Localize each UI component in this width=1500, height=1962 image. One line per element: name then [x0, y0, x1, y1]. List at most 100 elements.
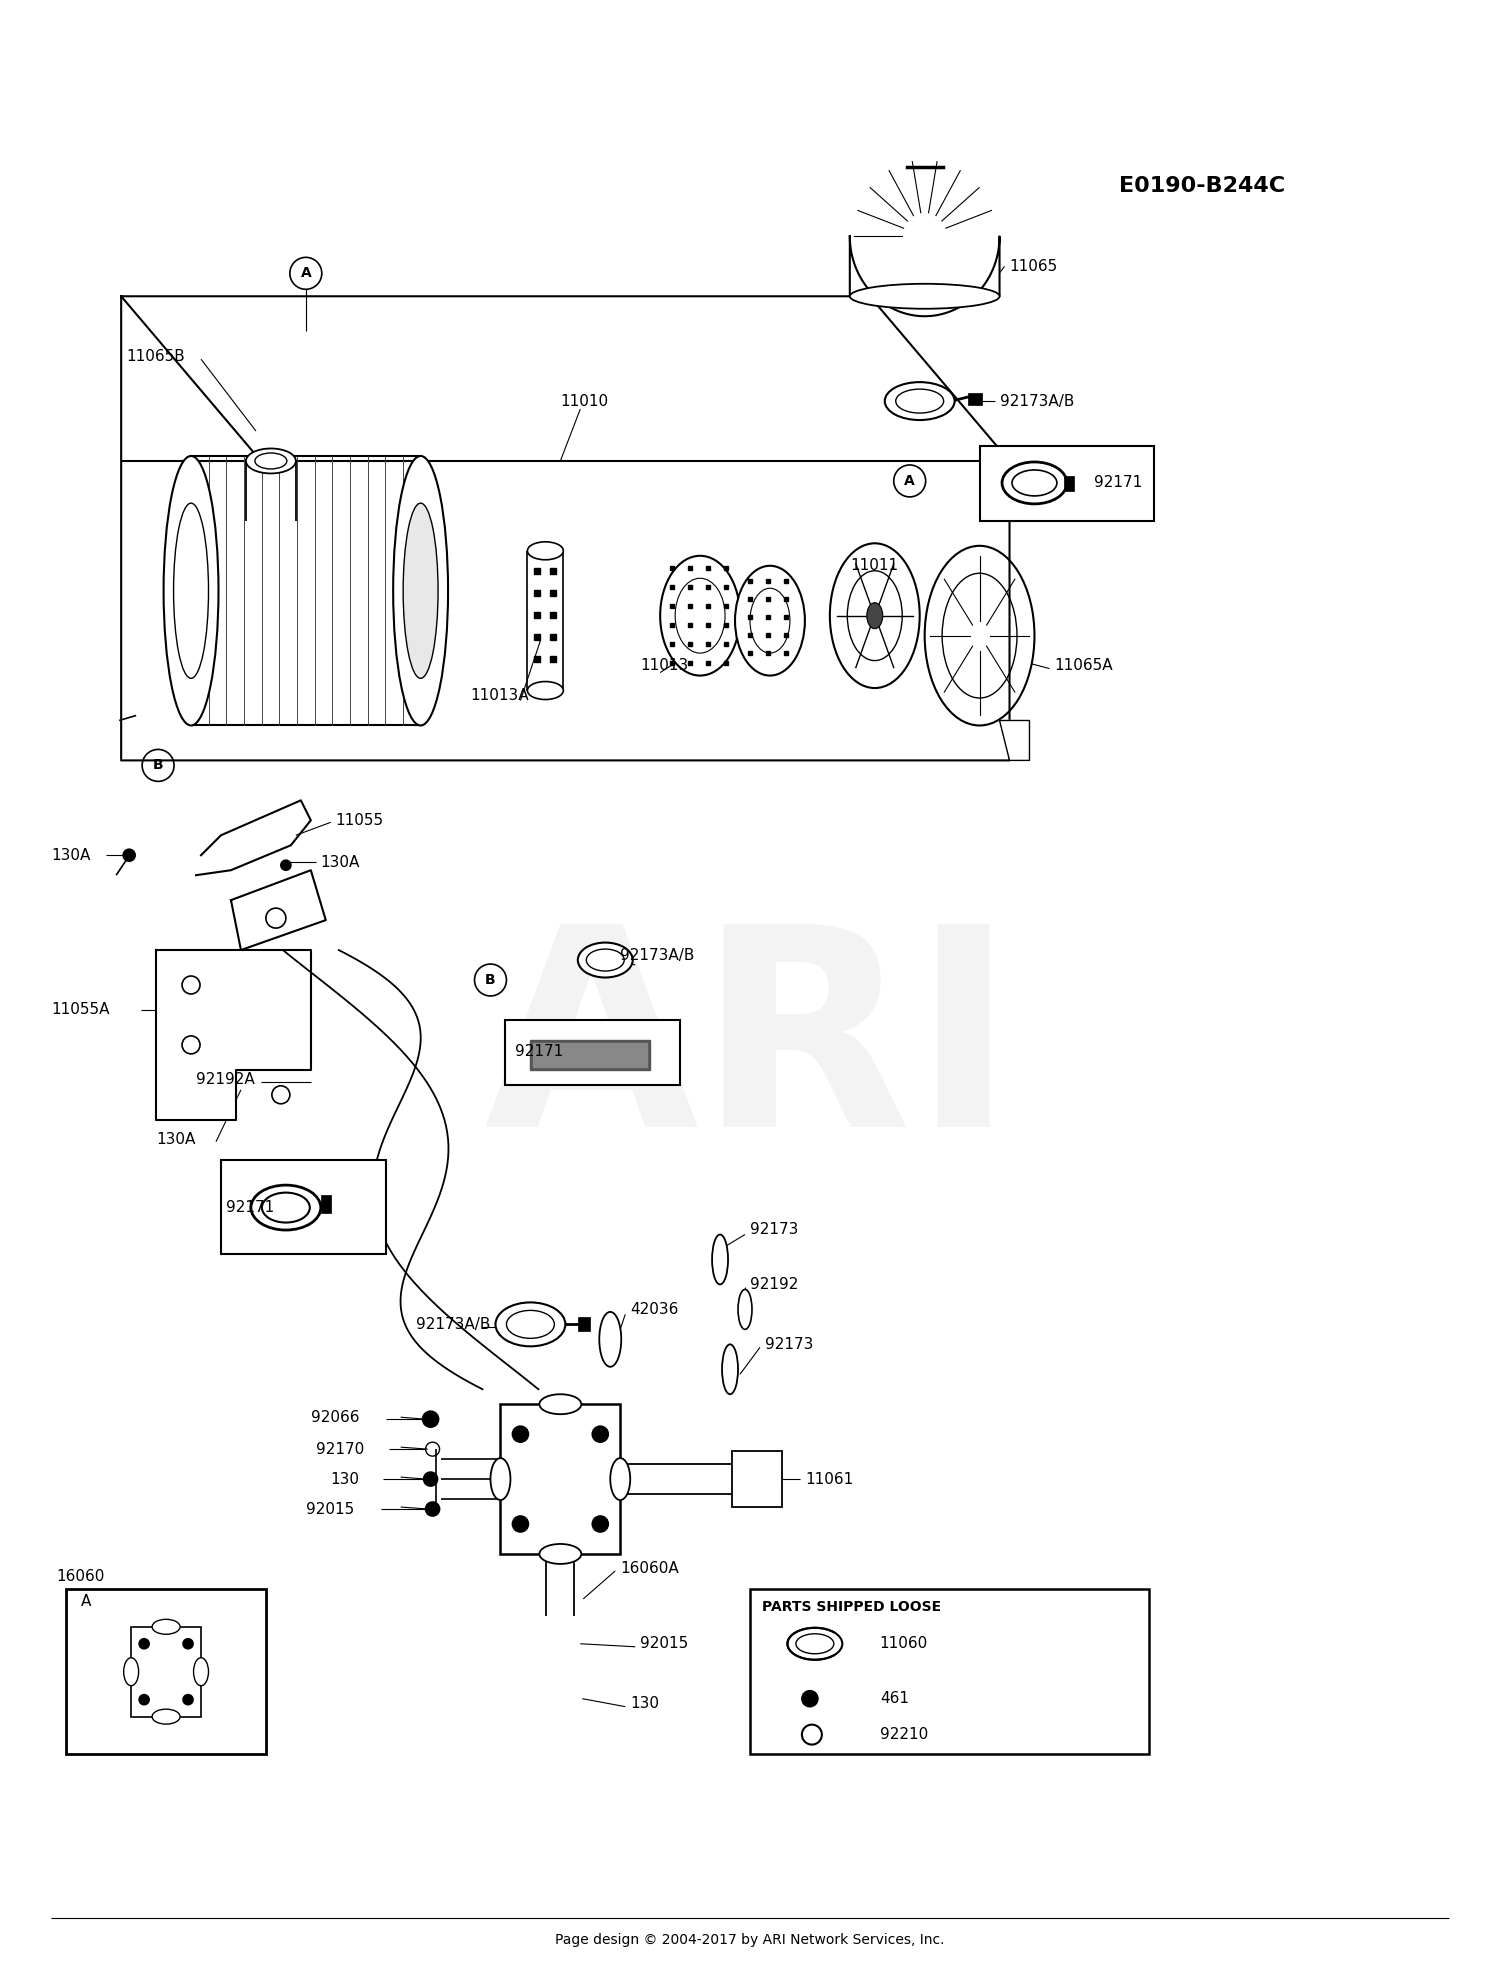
Bar [1065, 477, 1074, 490]
Ellipse shape [540, 1544, 582, 1564]
Text: 11055: 11055 [336, 812, 384, 828]
Ellipse shape [924, 545, 1035, 726]
Circle shape [140, 1638, 148, 1648]
Polygon shape [231, 871, 326, 950]
Ellipse shape [610, 1458, 630, 1501]
Text: 11065: 11065 [1010, 259, 1058, 275]
Circle shape [123, 850, 135, 861]
Text: 92173A/B: 92173A/B [416, 1317, 491, 1332]
Ellipse shape [164, 455, 219, 726]
Ellipse shape [152, 1709, 180, 1725]
Polygon shape [156, 950, 310, 1120]
Circle shape [183, 1695, 194, 1705]
Text: 130A: 130A [51, 848, 90, 863]
Ellipse shape [896, 388, 944, 414]
Text: 92015: 92015 [640, 1636, 688, 1652]
Text: 92170: 92170 [316, 1442, 364, 1456]
Ellipse shape [660, 555, 740, 675]
Text: 92192A: 92192A [196, 1073, 255, 1087]
Circle shape [802, 1691, 818, 1707]
Text: 11061: 11061 [806, 1472, 853, 1487]
Circle shape [140, 1695, 148, 1705]
Bar [130, 1626, 201, 1717]
Circle shape [280, 859, 291, 871]
Ellipse shape [393, 455, 448, 726]
Text: 11065A: 11065A [1054, 657, 1113, 673]
Ellipse shape [528, 681, 564, 700]
Polygon shape [999, 720, 1029, 761]
Text: 11013A: 11013A [471, 689, 530, 702]
Bar [506, 1020, 680, 1085]
Text: A: A [300, 267, 310, 281]
Bar [579, 1317, 591, 1332]
Text: 92066: 92066 [310, 1409, 360, 1424]
Ellipse shape [712, 1234, 728, 1285]
Circle shape [183, 1638, 194, 1648]
Text: 92173A/B: 92173A/B [620, 948, 695, 963]
Ellipse shape [152, 1619, 180, 1634]
Bar [501, 1405, 620, 1554]
Text: 16060: 16060 [57, 1570, 105, 1585]
Circle shape [513, 1517, 528, 1532]
Ellipse shape [528, 542, 564, 559]
Text: 92015: 92015 [306, 1501, 354, 1517]
Circle shape [592, 1517, 609, 1532]
Text: 11010: 11010 [561, 394, 609, 408]
Bar [750, 1589, 1149, 1754]
Text: 92171: 92171 [226, 1201, 274, 1214]
Text: 130: 130 [630, 1697, 658, 1711]
Ellipse shape [850, 284, 999, 308]
Ellipse shape [796, 1634, 834, 1654]
Polygon shape [534, 1044, 646, 1067]
Bar [321, 1195, 332, 1213]
Text: 461: 461 [880, 1691, 909, 1707]
Text: 11011: 11011 [850, 559, 898, 573]
Text: E0190-B244C: E0190-B244C [1119, 177, 1286, 196]
Text: 92192: 92192 [750, 1277, 798, 1291]
Ellipse shape [490, 1458, 510, 1501]
Ellipse shape [507, 1311, 555, 1338]
Text: B: B [153, 759, 164, 773]
Polygon shape [531, 1040, 650, 1069]
Ellipse shape [885, 383, 954, 420]
Text: ARI: ARI [484, 914, 1016, 1185]
Ellipse shape [495, 1303, 566, 1346]
Bar [220, 1160, 386, 1254]
Text: 11060: 11060 [880, 1636, 928, 1652]
Text: Page design © 2004-2017 by ARI Network Services, Inc.: Page design © 2004-2017 by ARI Network S… [555, 1933, 945, 1946]
Polygon shape [284, 950, 538, 1389]
Bar [66, 1589, 266, 1754]
Text: 92173: 92173 [750, 1222, 798, 1236]
Text: 92171: 92171 [1095, 475, 1143, 490]
Ellipse shape [586, 950, 624, 971]
Ellipse shape [404, 502, 438, 679]
Ellipse shape [246, 449, 296, 473]
Text: 11013: 11013 [640, 657, 688, 673]
Text: 92173A/B: 92173A/B [999, 394, 1074, 408]
Text: A: A [904, 475, 915, 489]
Ellipse shape [1013, 471, 1058, 496]
Text: 92210: 92210 [880, 1727, 928, 1742]
Bar [968, 392, 981, 404]
Ellipse shape [867, 602, 883, 628]
Ellipse shape [540, 1395, 582, 1415]
Polygon shape [122, 296, 1010, 461]
Circle shape [426, 1503, 439, 1517]
Text: PARTS SHIPPED LOOSE: PARTS SHIPPED LOOSE [762, 1599, 940, 1615]
Circle shape [423, 1472, 438, 1485]
Polygon shape [850, 235, 999, 316]
Ellipse shape [722, 1344, 738, 1395]
Ellipse shape [830, 543, 920, 689]
Text: 130A: 130A [321, 855, 360, 869]
Ellipse shape [600, 1313, 621, 1368]
Text: A: A [81, 1595, 92, 1609]
Circle shape [423, 1411, 438, 1426]
Text: 11065B: 11065B [126, 349, 184, 363]
Ellipse shape [738, 1289, 752, 1330]
Ellipse shape [123, 1658, 138, 1685]
Ellipse shape [194, 1658, 208, 1685]
Text: 92173: 92173 [765, 1336, 813, 1352]
Text: 130: 130 [332, 1472, 360, 1487]
Text: 11055A: 11055A [51, 1003, 110, 1018]
Circle shape [592, 1426, 609, 1442]
